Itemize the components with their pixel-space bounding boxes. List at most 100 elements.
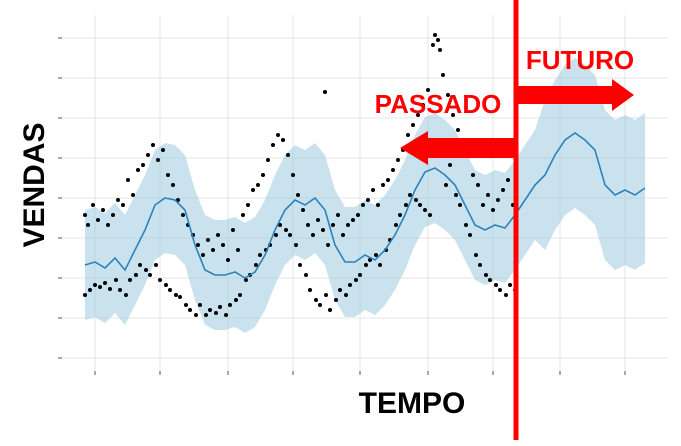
- observation-point: [338, 288, 342, 292]
- observation-point: [134, 273, 138, 277]
- observation-point: [298, 263, 302, 267]
- observation-point: [501, 188, 505, 192]
- observation-point: [286, 153, 290, 157]
- observation-point: [491, 208, 495, 212]
- observation-point: [318, 303, 322, 307]
- observation-point: [146, 153, 150, 157]
- observation-point: [478, 263, 482, 267]
- observation-point: [468, 233, 472, 237]
- observation-point: [406, 133, 410, 137]
- observation-point: [218, 305, 222, 309]
- observation-point: [496, 198, 500, 202]
- forecast-line: [84, 132, 646, 279]
- observation-point: [108, 287, 112, 291]
- observation-point: [96, 218, 100, 222]
- observation-point: [421, 103, 425, 107]
- observation-point: [423, 208, 427, 212]
- observation-point: [364, 263, 368, 267]
- observation-point: [371, 188, 375, 192]
- observation-point: [361, 203, 365, 207]
- observation-point: [184, 303, 188, 307]
- observation-point: [138, 263, 142, 267]
- observation-point: [386, 178, 390, 182]
- plot-area: [83, 33, 646, 333]
- observation-point: [161, 148, 165, 152]
- observation-point: [341, 233, 345, 237]
- observation-point: [168, 288, 172, 292]
- observation-point: [301, 208, 305, 212]
- observation-point: [276, 133, 280, 137]
- observation-point: [433, 33, 437, 37]
- observation-point: [291, 173, 295, 177]
- observation-point: [136, 168, 140, 172]
- observation-point: [106, 223, 110, 227]
- observation-point: [414, 198, 418, 202]
- observation-point: [481, 203, 485, 207]
- observation-point: [204, 313, 208, 317]
- observation-point: [91, 203, 95, 207]
- observation-point: [211, 248, 215, 252]
- past-arrow: [400, 131, 516, 165]
- observation-point: [174, 293, 178, 297]
- observation-point: [348, 283, 352, 287]
- observation-point: [411, 123, 415, 127]
- observation-point: [231, 228, 235, 232]
- observation-point: [256, 183, 260, 187]
- observation-point: [474, 253, 478, 257]
- observation-point: [346, 223, 350, 227]
- observation-point: [494, 283, 498, 287]
- observation-point: [336, 213, 340, 217]
- observation-point: [111, 213, 115, 217]
- observation-point: [154, 263, 158, 267]
- observation-point: [498, 288, 502, 292]
- observation-point: [86, 223, 90, 227]
- y-axis-label: VENDAS: [18, 122, 51, 247]
- future-label: FUTURO: [526, 45, 634, 75]
- observation-point: [358, 273, 362, 277]
- observation-point: [83, 213, 87, 217]
- observation-point: [238, 293, 242, 297]
- observation-point: [366, 198, 370, 202]
- observation-point: [391, 168, 395, 172]
- observation-point: [396, 158, 400, 162]
- observation-point: [436, 38, 440, 42]
- observation-point: [426, 88, 430, 92]
- observation-point: [308, 288, 312, 292]
- observation-point: [431, 43, 435, 47]
- observation-point: [236, 248, 240, 252]
- observation-point: [121, 203, 125, 207]
- observation-point: [294, 243, 298, 247]
- observation-point: [181, 213, 185, 217]
- observation-point: [141, 163, 145, 167]
- observation-point: [381, 183, 385, 187]
- observation-point: [164, 283, 168, 287]
- observation-point: [446, 93, 450, 97]
- observation-point: [326, 243, 330, 247]
- observation-point: [376, 203, 380, 207]
- x-axis-label: TEMPO: [359, 387, 466, 420]
- observation-point: [258, 253, 262, 257]
- observation-point: [151, 143, 155, 147]
- observation-point: [344, 293, 348, 297]
- observation-point: [394, 223, 398, 227]
- past-label: PASSADO: [375, 89, 502, 119]
- observation-point: [114, 278, 118, 282]
- observation-point: [374, 253, 378, 257]
- observation-point: [506, 178, 510, 182]
- observation-point: [278, 223, 282, 227]
- observation-point: [304, 273, 308, 277]
- observation-point: [254, 263, 258, 267]
- observation-point: [234, 298, 238, 302]
- observation-point: [198, 303, 202, 307]
- uncertainty-band: [85, 58, 645, 333]
- observation-point: [98, 285, 102, 289]
- observation-point: [83, 293, 87, 297]
- observation-point: [201, 253, 205, 257]
- observation-point: [508, 283, 512, 287]
- observation-point: [116, 198, 120, 202]
- observation-point: [271, 143, 275, 147]
- observation-point: [416, 113, 420, 117]
- observation-point: [356, 213, 360, 217]
- observation-point: [148, 273, 152, 277]
- observation-point: [486, 193, 490, 197]
